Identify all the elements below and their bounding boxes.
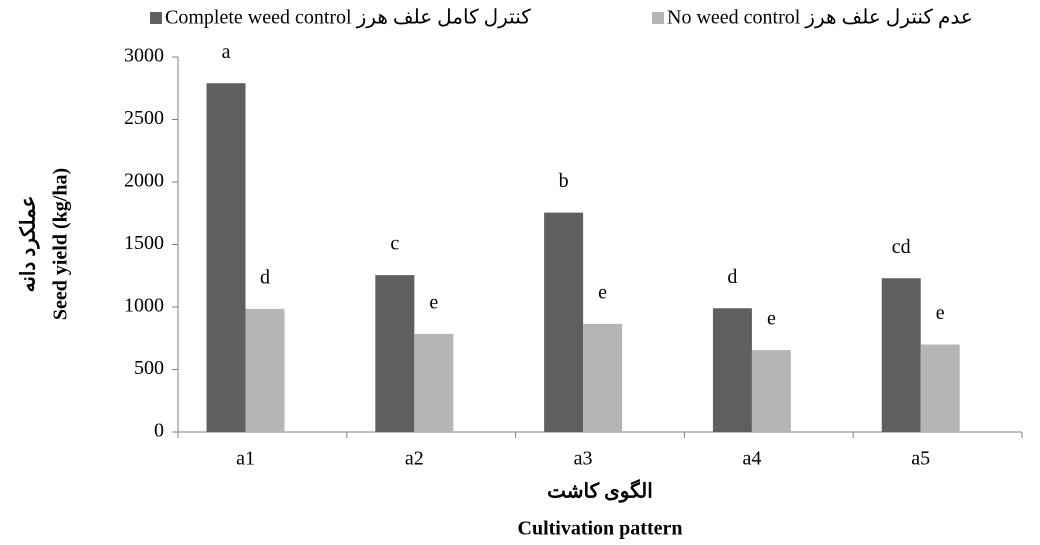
y-tick-label: 1500	[124, 232, 164, 254]
x-axis-label: Cultivation pattern	[518, 518, 683, 540]
legend-label: Complete weed control کنترل کامل علف هرز	[165, 7, 531, 29]
y-tick-label: 2000	[124, 170, 164, 192]
data-label: d	[727, 266, 737, 288]
bar	[206, 83, 246, 432]
bar	[920, 344, 960, 432]
data-label: e	[598, 281, 607, 303]
legend-label: No weed control عدم کنترل علف هرز	[667, 7, 973, 29]
bar	[544, 212, 584, 432]
y-tick-label: 1000	[124, 295, 164, 317]
bar	[881, 278, 921, 432]
x-tick-label: a3	[574, 448, 593, 470]
x-tick-label: a2	[405, 448, 424, 470]
y-tick-label: 500	[134, 357, 164, 379]
data-label: d	[260, 266, 270, 288]
bar	[583, 323, 623, 432]
y-tick-label: 0	[154, 420, 164, 442]
y-tick-label: 3000	[124, 45, 164, 67]
x-tick-label: a1	[236, 448, 255, 470]
data-label: c	[390, 233, 399, 255]
bar	[751, 350, 791, 432]
y-axis-label: Seed yield (kg/ha)	[50, 168, 72, 320]
data-label: a	[222, 41, 231, 63]
data-label: cd	[892, 236, 911, 258]
bar	[414, 333, 454, 432]
x-axis-label: الگوی کاشت	[547, 479, 653, 504]
y-tick-label: 2500	[124, 107, 164, 129]
bar	[712, 308, 752, 432]
bar	[245, 308, 285, 432]
x-tick-label: a4	[742, 448, 761, 470]
bar	[375, 275, 415, 432]
data-label: e	[767, 308, 776, 330]
legend-swatch	[652, 12, 664, 24]
legend-swatch	[150, 12, 162, 24]
data-label: e	[936, 302, 945, 324]
y-axis-label: عملکرد دانه	[18, 196, 41, 293]
x-tick-label: a5	[911, 448, 930, 470]
data-label: b	[559, 170, 569, 192]
data-label: e	[429, 291, 438, 313]
